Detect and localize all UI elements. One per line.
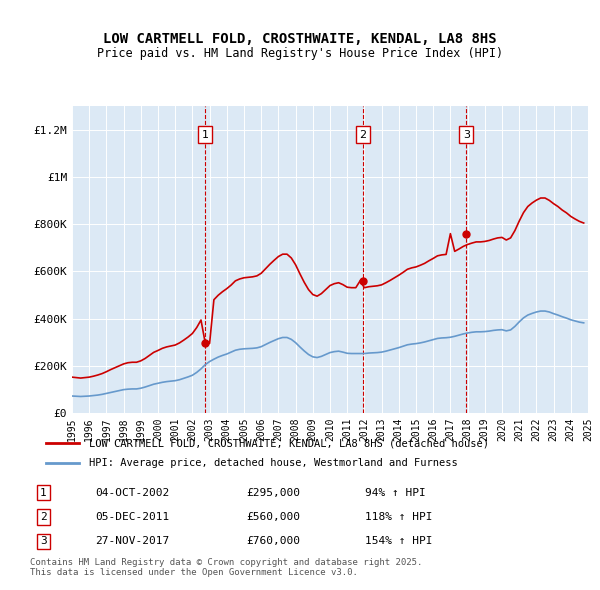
Text: 04-OCT-2002: 04-OCT-2002 xyxy=(95,488,169,497)
Text: Price paid vs. HM Land Registry's House Price Index (HPI): Price paid vs. HM Land Registry's House … xyxy=(97,47,503,60)
Text: £295,000: £295,000 xyxy=(246,488,300,497)
Text: 154% ↑ HPI: 154% ↑ HPI xyxy=(365,536,432,546)
Text: 118% ↑ HPI: 118% ↑ HPI xyxy=(365,512,432,522)
Text: 1: 1 xyxy=(40,488,47,497)
Text: 2: 2 xyxy=(40,512,47,522)
Text: 27-NOV-2017: 27-NOV-2017 xyxy=(95,536,169,546)
Text: This data is licensed under the Open Government Licence v3.0.: This data is licensed under the Open Gov… xyxy=(30,568,358,577)
Text: 94% ↑ HPI: 94% ↑ HPI xyxy=(365,488,425,497)
Text: 3: 3 xyxy=(40,536,47,546)
Text: 05-DEC-2011: 05-DEC-2011 xyxy=(95,512,169,522)
Text: Contains HM Land Registry data © Crown copyright and database right 2025.: Contains HM Land Registry data © Crown c… xyxy=(30,558,422,566)
Text: 1: 1 xyxy=(202,130,209,139)
Text: LOW CARTMELL FOLD, CROSTHWAITE, KENDAL, LA8 8HS: LOW CARTMELL FOLD, CROSTHWAITE, KENDAL, … xyxy=(103,32,497,47)
Text: £560,000: £560,000 xyxy=(246,512,300,522)
Text: £760,000: £760,000 xyxy=(246,536,300,546)
Text: LOW CARTMELL FOLD, CROSTHWAITE, KENDAL, LA8 8HS (detached house): LOW CARTMELL FOLD, CROSTHWAITE, KENDAL, … xyxy=(89,438,490,448)
Text: 3: 3 xyxy=(463,130,470,139)
Text: HPI: Average price, detached house, Westmorland and Furness: HPI: Average price, detached house, West… xyxy=(89,458,458,467)
Text: 2: 2 xyxy=(359,130,367,139)
